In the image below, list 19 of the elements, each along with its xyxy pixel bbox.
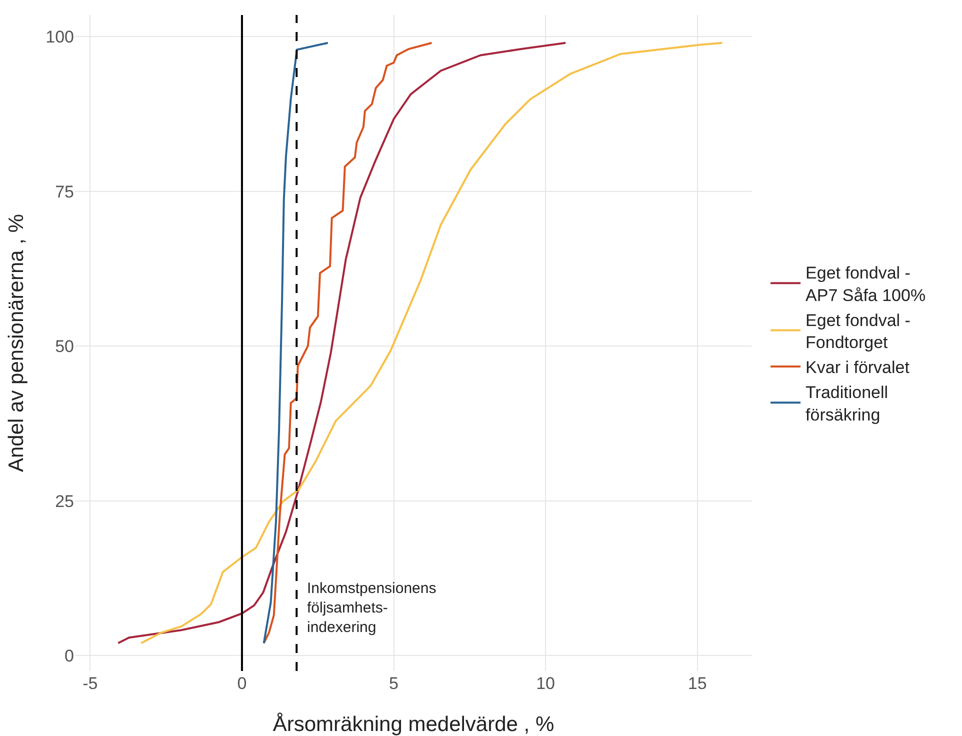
y-tick-label: 50: [55, 337, 74, 356]
legend-label: Traditionell försäkring: [806, 383, 888, 424]
legend-label: Eget fondval - AP7 Såfa 100%: [806, 264, 926, 305]
x-axis-title: Årsomräkning medelvärde , %: [272, 712, 554, 736]
x-tick-label: 0: [237, 674, 247, 693]
x-tick-label: -5: [82, 674, 98, 693]
y-tick-label: 0: [64, 646, 74, 666]
legend-label: Eget fondval - Fondtorget: [806, 310, 910, 352]
y-tick-label: 100: [46, 28, 74, 47]
line-series: [117, 42, 567, 644]
x-tick-label: 15: [688, 674, 707, 693]
line-series: [140, 42, 724, 644]
y-axis-title: Andel av pensionärerna , %: [5, 214, 28, 472]
x-tick-label: 10: [536, 674, 556, 693]
y-tick-label: 75: [55, 182, 74, 202]
x-tick-label: 5: [389, 674, 399, 693]
legend-label: Kvar i förvalet: [806, 358, 910, 378]
y-tick-label: 25: [55, 492, 74, 511]
ref-line-label: Inkomstpensionens följsamhets- indexering: [307, 580, 436, 636]
